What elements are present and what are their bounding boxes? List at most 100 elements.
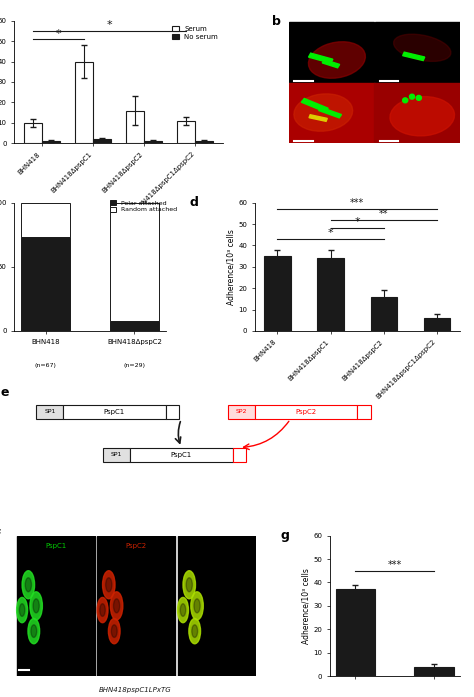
Bar (110, 321, 159, 331)
Ellipse shape (194, 599, 200, 613)
Ellipse shape (416, 95, 421, 100)
Bar (233, 447, 246, 462)
FancyArrow shape (402, 52, 425, 61)
Text: Overlay: Overlay (203, 542, 230, 549)
Bar (144, 141, 162, 143)
Ellipse shape (19, 604, 25, 616)
Bar (166, 405, 179, 419)
Bar (375, 143, 460, 204)
Text: ***: *** (388, 560, 402, 569)
Bar (374, 83, 460, 143)
Text: BHN418pspC1LPxTG: BHN418pspC1LPxTG (99, 687, 171, 694)
Y-axis label: Adherence/10³ cells: Adherence/10³ cells (301, 568, 310, 644)
Bar (126, 111, 144, 143)
Bar (42, 141, 60, 143)
Ellipse shape (192, 625, 198, 638)
Bar (93, 139, 111, 143)
Bar (195, 141, 213, 143)
Ellipse shape (309, 42, 365, 78)
Text: PspC2: PspC2 (126, 542, 146, 549)
Bar (264, 256, 291, 331)
Ellipse shape (189, 618, 201, 644)
Ellipse shape (390, 97, 455, 136)
Text: SP1: SP1 (111, 452, 122, 457)
Bar (103, 447, 130, 462)
Bar (75, 61, 93, 143)
Ellipse shape (402, 98, 408, 102)
Ellipse shape (30, 592, 42, 620)
Bar (21, 237, 70, 331)
Bar (289, 83, 374, 143)
Y-axis label: Adherence/10³ cells: Adherence/10³ cells (227, 229, 236, 305)
Bar (63, 405, 166, 419)
Text: e: e (1, 386, 9, 399)
Bar (17, 535, 95, 676)
Legend: Polar attached, Random attached: Polar attached, Random attached (109, 199, 178, 213)
Bar (24, 123, 42, 143)
FancyArrow shape (309, 115, 327, 121)
Ellipse shape (180, 604, 186, 616)
Ellipse shape (106, 578, 112, 592)
Ellipse shape (113, 599, 120, 613)
Bar (255, 405, 357, 419)
Ellipse shape (186, 578, 192, 592)
Bar (424, 318, 450, 331)
Bar (178, 535, 255, 676)
Text: PspC1: PspC1 (171, 452, 192, 458)
Text: (n=29): (n=29) (123, 363, 146, 368)
Text: d: d (189, 197, 198, 209)
Bar (414, 667, 454, 676)
Bar (375, 22, 460, 82)
Text: b: b (272, 15, 281, 28)
Text: *: * (328, 228, 334, 238)
Ellipse shape (393, 34, 451, 61)
Ellipse shape (178, 597, 189, 622)
Bar (371, 297, 397, 331)
Ellipse shape (97, 597, 108, 622)
Text: PspC2: PspC2 (295, 409, 317, 415)
Text: SP1: SP1 (44, 409, 55, 415)
Bar (318, 259, 344, 331)
Ellipse shape (191, 592, 203, 620)
Ellipse shape (100, 604, 105, 616)
Text: *: * (55, 29, 61, 38)
Ellipse shape (109, 618, 120, 644)
Text: PspC1: PspC1 (45, 542, 66, 549)
Text: *: * (355, 217, 360, 227)
Ellipse shape (294, 94, 353, 131)
Text: (n=67): (n=67) (35, 363, 56, 368)
Bar (97, 535, 175, 676)
Ellipse shape (22, 571, 35, 599)
Bar (110, 203, 159, 321)
Legend: Serum, No serum: Serum, No serum (170, 24, 219, 41)
Text: *: * (107, 20, 112, 31)
Text: SP2: SP2 (236, 409, 247, 415)
Ellipse shape (183, 571, 195, 599)
Bar (357, 405, 371, 419)
Ellipse shape (410, 94, 415, 99)
Bar (336, 590, 375, 676)
FancyArrow shape (301, 98, 328, 112)
Text: ***: *** (350, 198, 365, 208)
Bar (289, 143, 374, 204)
Bar (36, 405, 63, 419)
Ellipse shape (102, 571, 115, 599)
Bar (228, 405, 255, 419)
Ellipse shape (33, 599, 39, 613)
FancyArrow shape (319, 107, 341, 118)
Text: **: ** (379, 208, 389, 219)
Bar (130, 447, 233, 462)
FancyArrow shape (322, 59, 340, 68)
Ellipse shape (17, 597, 27, 622)
Bar (177, 121, 195, 143)
Bar (289, 22, 374, 82)
FancyArrow shape (309, 53, 333, 63)
Bar (21, 203, 70, 237)
Ellipse shape (110, 592, 123, 620)
Text: PspC1: PspC1 (104, 409, 125, 415)
Ellipse shape (25, 578, 31, 592)
Text: g: g (281, 528, 289, 542)
Ellipse shape (31, 625, 36, 638)
Ellipse shape (28, 618, 40, 644)
Ellipse shape (111, 625, 117, 638)
